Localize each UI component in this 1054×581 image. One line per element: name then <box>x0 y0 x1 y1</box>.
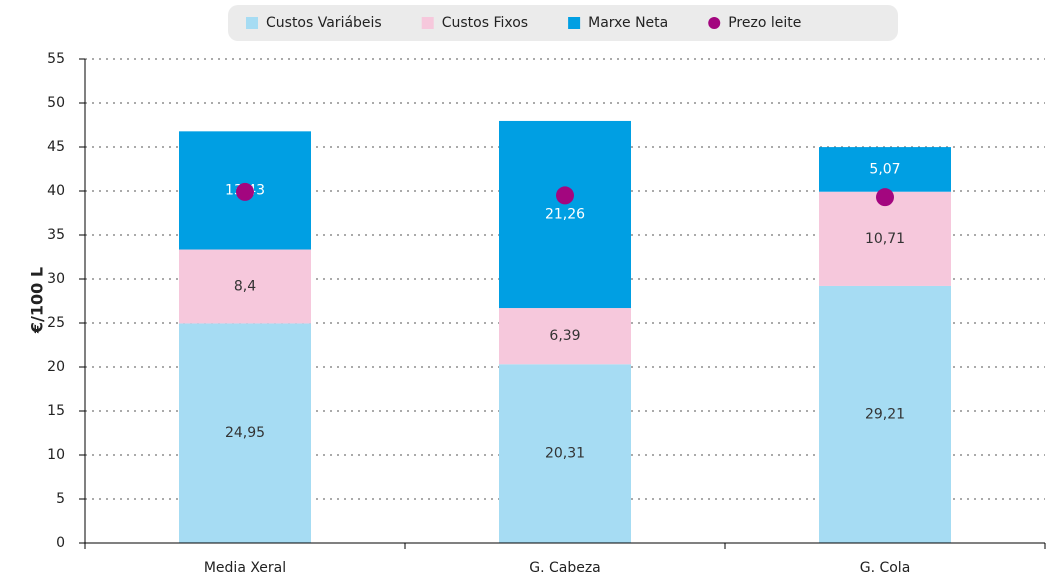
bar-segment <box>179 249 311 324</box>
y-tick-label: 40 <box>47 183 65 199</box>
x-tick-label: G. Cola <box>860 560 911 576</box>
y-tick-label: 25 <box>47 315 65 331</box>
legend-swatch <box>568 17 581 29</box>
y-tick-label: 5 <box>56 491 65 507</box>
data-label: 8,4 <box>234 278 256 294</box>
legend-label: Prezo leite <box>728 15 801 31</box>
legend-label: Custos Variábeis <box>266 15 382 31</box>
y-axis-label: €/100 L <box>28 267 47 334</box>
data-label: 10,71 <box>865 231 905 247</box>
x-tick-label: Media Xeral <box>204 560 286 576</box>
bar-segment <box>499 120 631 309</box>
data-label: 20,31 <box>545 446 585 462</box>
y-tick-label: 50 <box>47 95 65 111</box>
legend-marker <box>708 17 721 29</box>
legend-swatch <box>246 17 258 29</box>
y-tick-label: 55 <box>47 51 65 67</box>
y-tick-label: 0 <box>56 535 65 551</box>
bar-segment <box>819 147 951 192</box>
price-dot <box>236 182 254 201</box>
y-tick-label: 35 <box>47 227 65 243</box>
price-dot <box>556 186 574 205</box>
bar-segment <box>499 364 631 543</box>
data-label: 21,26 <box>545 206 585 222</box>
bar-segment <box>819 191 951 286</box>
data-label: 29,21 <box>865 406 905 422</box>
legend-label: Marxe Neta <box>588 15 668 31</box>
y-tick-label: 10 <box>47 447 65 463</box>
data-label: 5,07 <box>869 161 900 177</box>
y-tick-label: 20 <box>47 359 65 375</box>
bar-segment <box>499 308 631 365</box>
data-label: 24,95 <box>225 425 265 441</box>
legend-swatch <box>421 17 434 29</box>
data-label: 6,39 <box>549 328 580 344</box>
legend-label: Custos Fixos <box>442 15 528 31</box>
bar-segment <box>819 285 951 543</box>
y-tick-label: 15 <box>47 403 65 419</box>
x-tick-label: G. Cabeza <box>529 560 601 576</box>
legend-box <box>228 5 898 41</box>
y-tick-label: 30 <box>47 271 65 287</box>
bar-segment <box>179 323 311 543</box>
y-tick-label: 45 <box>47 139 65 155</box>
price-dot <box>876 188 894 207</box>
